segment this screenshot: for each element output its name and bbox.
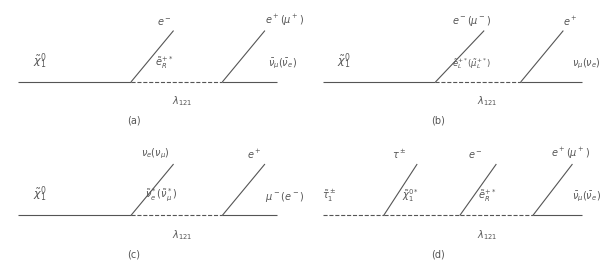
- Text: $e^-(\mu^-)$: $e^-(\mu^-)$: [452, 14, 491, 28]
- Text: $\lambda_{121}$: $\lambda_{121}$: [172, 228, 193, 242]
- Text: $e^-$: $e^-$: [157, 17, 172, 28]
- Text: $\tilde{\chi}_1^{0*}$: $\tilde{\chi}_1^{0*}$: [403, 188, 420, 204]
- Text: $\lambda_{121}$: $\lambda_{121}$: [477, 228, 498, 242]
- Text: $\tilde{\chi}^0_1$: $\tilde{\chi}^0_1$: [33, 51, 46, 71]
- Text: $\lambda_{121}$: $\lambda_{121}$: [172, 95, 193, 108]
- Text: $\tilde{\nu}_e^*(\tilde{\nu}_\mu^*)$: $\tilde{\nu}_e^*(\tilde{\nu}_\mu^*)$: [145, 187, 178, 204]
- Text: (b): (b): [432, 116, 445, 126]
- Text: $e^+(\mu^+)$: $e^+(\mu^+)$: [265, 13, 304, 28]
- Text: $e^+$: $e^+$: [563, 15, 578, 28]
- Text: $\lambda_{121}$: $\lambda_{121}$: [477, 95, 498, 108]
- Text: (d): (d): [432, 249, 445, 259]
- Text: $\bar{\nu}_\mu(\bar{\nu}_e)$: $\bar{\nu}_\mu(\bar{\nu}_e)$: [268, 56, 297, 71]
- Text: $\tilde{e}_L^{+*}(\tilde{\mu}_L^{+*})$: $\tilde{e}_L^{+*}(\tilde{\mu}_L^{+*})$: [452, 56, 491, 71]
- Text: $e^+$: $e^+$: [247, 148, 261, 161]
- Text: (c): (c): [127, 249, 141, 259]
- Text: $\tilde{\chi}^0_1$: $\tilde{\chi}^0_1$: [337, 51, 351, 71]
- Text: $\tilde{\tau}_1^\pm$: $\tilde{\tau}_1^\pm$: [322, 188, 336, 204]
- Text: $e^-$: $e^-$: [468, 150, 482, 161]
- Text: (a): (a): [127, 116, 141, 126]
- Text: $\tau^\pm$: $\tau^\pm$: [392, 148, 406, 161]
- Text: $\bar{\nu}_\mu(\bar{\nu}_e)$: $\bar{\nu}_\mu(\bar{\nu}_e)$: [572, 190, 602, 204]
- Text: $\mu^-(e^-)$: $\mu^-(e^-)$: [265, 190, 304, 204]
- Text: $\tilde{e}_R^{+*}$: $\tilde{e}_R^{+*}$: [155, 54, 174, 71]
- Text: $\tilde{\chi}^0_1$: $\tilde{\chi}^0_1$: [33, 185, 46, 204]
- Text: $e^+(\mu^+)$: $e^+(\mu^+)$: [551, 146, 590, 161]
- Text: $\nu_e(\nu_\mu)$: $\nu_e(\nu_\mu)$: [141, 147, 170, 161]
- Text: $\nu_\mu(\nu_e)$: $\nu_\mu(\nu_e)$: [572, 56, 601, 71]
- Text: $\tilde{e}_R^{+*}$: $\tilde{e}_R^{+*}$: [478, 188, 496, 204]
